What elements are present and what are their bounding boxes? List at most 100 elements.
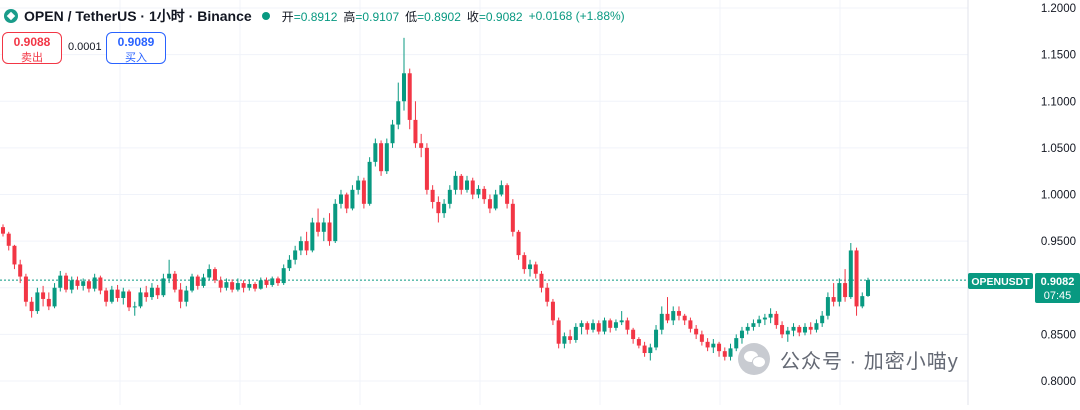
candle xyxy=(562,332,567,349)
price-axis[interactable]: 1.2000 1.1500 1.1000 1.0500 1.0000 0.9500 0.90… xyxy=(1041,3,1076,388)
sell-button[interactable]: 0.9088 卖出 xyxy=(2,32,62,64)
candle-body xyxy=(333,203,338,242)
buy-button[interactable]: 0.9089 买入 xyxy=(106,32,166,64)
open-token-logo-icon xyxy=(4,9,18,23)
candle xyxy=(75,276,80,290)
candle-body xyxy=(396,101,401,125)
candle-body xyxy=(791,326,796,331)
low-value: =0.8902 xyxy=(417,9,461,24)
candle-body xyxy=(64,275,69,290)
candle xyxy=(18,259,23,284)
candle-body xyxy=(401,73,406,102)
candle-body xyxy=(293,250,298,260)
candle xyxy=(556,317,561,349)
candle xyxy=(29,297,34,318)
price-change: +0.0168 (+1.88%) xyxy=(528,9,625,23)
candle-body xyxy=(18,264,23,277)
candle xyxy=(619,311,624,326)
candle-body xyxy=(522,255,527,270)
candle-body xyxy=(631,329,636,340)
candle xyxy=(167,259,172,284)
candle-body xyxy=(235,283,240,290)
candle xyxy=(293,245,298,265)
candle xyxy=(705,338,710,352)
candle xyxy=(728,343,733,361)
candle-body xyxy=(138,292,143,307)
candle-body xyxy=(487,199,492,209)
candle xyxy=(69,276,74,294)
candle-body xyxy=(596,323,601,332)
market-status-icon[interactable] xyxy=(261,12,270,20)
candle-body xyxy=(356,180,361,190)
candle-body xyxy=(820,315,825,324)
candle-body xyxy=(728,348,733,357)
candle xyxy=(522,252,527,274)
candle xyxy=(201,273,206,288)
close-value: =0.9082 xyxy=(478,9,523,24)
candle xyxy=(184,285,189,307)
candle-body xyxy=(545,287,550,302)
candle xyxy=(717,341,722,357)
candle xyxy=(407,68,412,130)
candle xyxy=(379,140,384,176)
candle-body xyxy=(573,326,578,340)
candle xyxy=(625,317,630,335)
candle xyxy=(6,231,11,251)
candle xyxy=(212,267,217,284)
candle xyxy=(172,270,177,293)
candle-body xyxy=(848,250,853,298)
candle-body xyxy=(275,278,280,284)
candle xyxy=(722,347,727,361)
candle-body xyxy=(121,291,126,299)
candle xyxy=(654,325,659,351)
candle-body xyxy=(837,283,842,302)
buy-price: 0.9089 xyxy=(117,35,155,49)
candle-body xyxy=(774,313,779,326)
candle xyxy=(825,292,830,320)
candle-body xyxy=(699,334,704,342)
candle xyxy=(476,185,481,199)
candle-body xyxy=(241,283,246,288)
open-value: =0.8912 xyxy=(293,9,338,24)
candle xyxy=(161,273,166,298)
ohlc-low: 低=0.8902 xyxy=(405,8,461,25)
candle-body xyxy=(602,320,607,332)
price-tick-label: 0.8000 xyxy=(1041,376,1076,388)
candle-body xyxy=(843,283,848,298)
candle xyxy=(92,273,97,292)
candle xyxy=(608,318,613,333)
candle-body xyxy=(75,280,80,286)
candle-body xyxy=(338,194,343,204)
last-price-label: OPENUSDT 0.9082 07:45 xyxy=(968,273,1080,303)
candle-body xyxy=(201,277,206,286)
candle-body xyxy=(281,268,286,284)
candle-body xyxy=(367,161,372,204)
candle-body xyxy=(654,329,659,348)
candle xyxy=(493,189,498,211)
candle xyxy=(316,208,321,237)
candle-body xyxy=(613,322,618,328)
candle xyxy=(413,101,418,148)
price-tick-label: 1.0500 xyxy=(1041,143,1076,155)
candle-body xyxy=(46,298,51,307)
symbol-title[interactable]: OPEN / TetherUS · 1小时 · Binance xyxy=(24,8,252,24)
candle-body xyxy=(149,287,154,298)
candle-body xyxy=(224,282,229,288)
candle xyxy=(785,326,790,342)
candle-body xyxy=(860,296,865,307)
high-value: =0.9107 xyxy=(355,9,400,24)
candle-body xyxy=(688,320,693,329)
candle-body xyxy=(23,276,28,302)
candle xyxy=(121,287,126,305)
candle-body xyxy=(167,273,172,279)
candle xyxy=(734,334,739,352)
candle xyxy=(64,272,69,293)
candle xyxy=(442,199,447,218)
candle-body xyxy=(207,269,212,278)
candle xyxy=(270,276,275,287)
candle xyxy=(820,311,825,327)
candle-body xyxy=(556,320,561,344)
price-tag-value: 0.9082 xyxy=(1041,276,1075,288)
